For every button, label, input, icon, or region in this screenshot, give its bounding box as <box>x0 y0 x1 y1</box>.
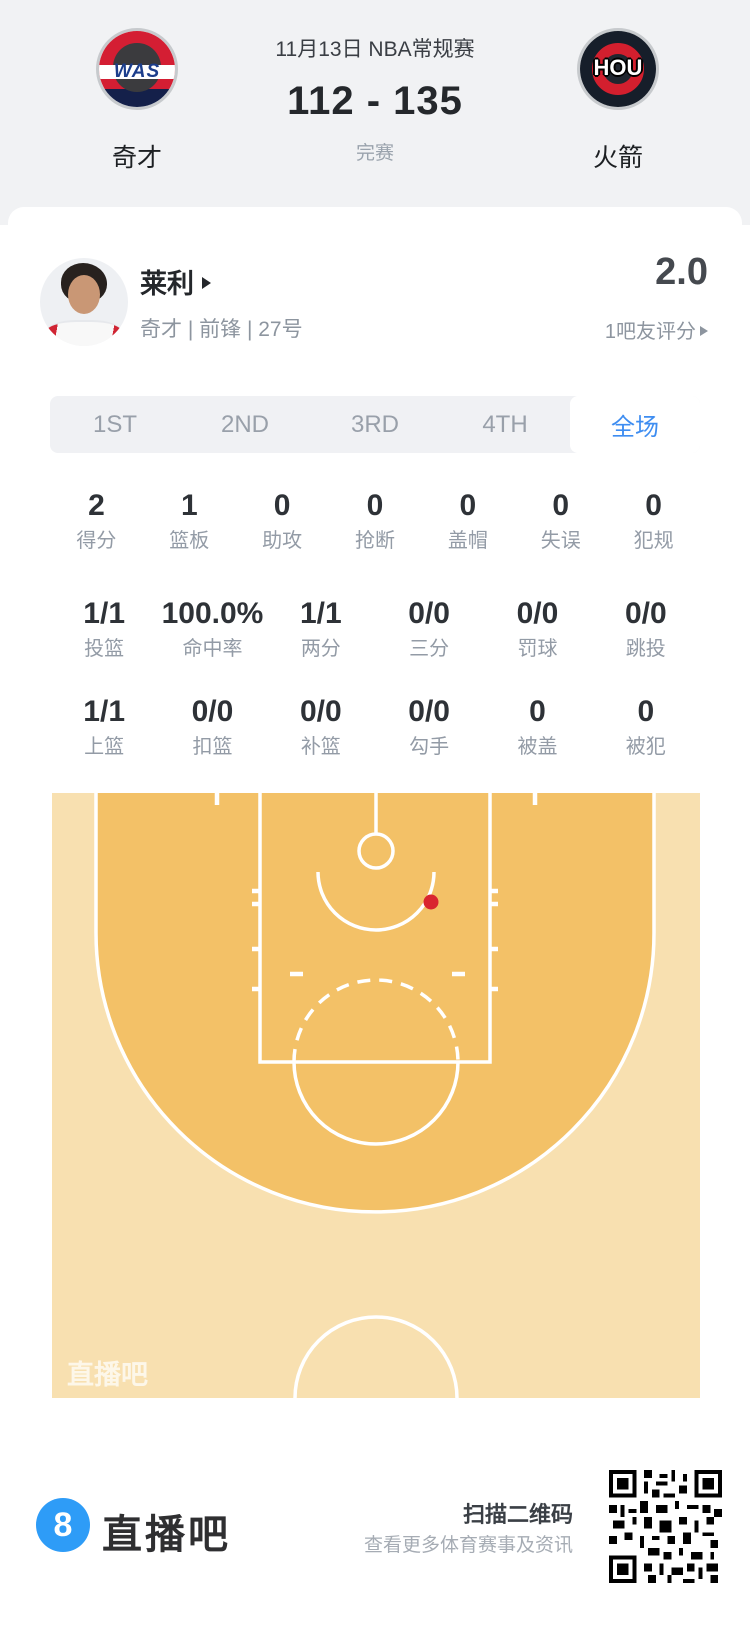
zhibo8-logo-icon: 8 <box>36 1498 90 1552</box>
home-score: 112 <box>287 79 355 123</box>
stat-steals: 0 抢断 <box>355 489 395 552</box>
chevron-right-icon <box>700 325 708 336</box>
shot-chart-court: 直播吧 <box>52 793 700 1398</box>
free-throw-circle-solid <box>292 1061 460 1146</box>
stat-points: 2 得分 <box>76 489 117 552</box>
stat-fg: 1/1 投篮 <box>83 597 126 660</box>
stat-dunk: 0/0 扣篮 <box>191 695 234 758</box>
player-name: 莱利 <box>140 269 194 299</box>
stats-row-basic: 2 得分 1 篮板 0 助攻 0 抢断 0 盖帽 0 失误 0 犯规 <box>50 488 700 553</box>
player-card: 莱利 奇才 | 前锋 | 27号 2.0 1吧友评分 1ST 2ND 3RD 4… <box>8 207 742 1412</box>
avatar-jersey <box>46 320 122 346</box>
away-team-name: 火箭 <box>592 144 643 172</box>
stat-rebounds: 1 篮板 <box>169 489 210 552</box>
court-watermark: 直播吧 <box>67 1360 148 1390</box>
match-header: WAS 奇才 11月13日 NBA常规赛 112 - 135 完赛 HOU 火箭 <box>0 0 750 225</box>
match-center: 11月13日 NBA常规赛 112 - 135 完赛 <box>185 0 565 165</box>
rim <box>357 832 395 870</box>
player-avatar[interactable] <box>40 258 128 346</box>
center-circle-arc <box>293 1315 459 1398</box>
stat-fouled: 0 被犯 <box>625 695 666 758</box>
stat-fg-pct: 100.0% 命中率 <box>161 597 264 660</box>
match-date: 11月13日 NBA常规赛 <box>275 38 475 61</box>
tab-1st[interactable]: 1ST <box>92 410 137 438</box>
baseline-ticks <box>214 793 538 805</box>
stat-3pt: 0/0 三分 <box>408 597 450 660</box>
home-team: WAS 奇才 <box>52 28 222 174</box>
stat-blocked: 0 被盖 <box>517 695 558 758</box>
stat-hook: 0/0 勾手 <box>408 695 450 758</box>
rating-link[interactable]: 1吧友评分 <box>605 315 708 344</box>
stat-layup: 1/1 上篮 <box>83 695 126 758</box>
tab-full-game[interactable]: 全场 <box>570 396 700 453</box>
stat-assists: 0 助攻 <box>262 489 303 552</box>
stat-tipin: 0/0 补篮 <box>299 695 342 758</box>
wizards-logo-icon: WAS <box>96 28 178 110</box>
wizards-abbr: WAS <box>113 61 161 83</box>
qr-title: 扫描二维码 <box>462 1502 573 1527</box>
qr-subtitle: 查看更多体育赛事及资讯 <box>363 1535 573 1556</box>
stat-ft: 0/0 罚球 <box>516 597 559 660</box>
tab-2nd[interactable]: 2ND <box>220 410 269 438</box>
stats-row-shooting: 1/1 投篮 100.0% 命中率 1/1 两分 0/0 三分 0/0 罚球 0/0 跳投 <box>50 596 700 661</box>
away-team: HOU 火箭 <box>533 28 703 174</box>
rating-label: 1吧友评分 <box>604 321 696 343</box>
qr-code <box>609 1470 722 1583</box>
stat-2pt: 1/1 两分 <box>299 597 342 660</box>
brand-name: 直播吧 <box>102 1513 231 1557</box>
tab-3rd[interactable]: 3RD <box>350 410 399 438</box>
player-name-link[interactable]: 莱利 <box>140 262 211 301</box>
three-point-line <box>94 793 656 1214</box>
stat-turnovers: 0 失误 <box>540 489 581 552</box>
tab-4th[interactable]: 4TH <box>482 410 528 438</box>
rockets-logo-icon: HOU <box>577 28 659 110</box>
player-info: 奇才 | 前锋 | 27号 <box>140 318 303 341</box>
stat-fouls: 0 犯规 <box>633 489 674 552</box>
match-status: 完赛 <box>355 143 394 164</box>
player-rating: 2.0 <box>655 251 708 293</box>
score-separator: - <box>366 79 382 123</box>
home-team-name: 奇才 <box>111 144 162 172</box>
quarter-tabbar: 1ST 2ND 3RD 4TH 全场 <box>50 396 700 453</box>
match-score: 112 - 135 <box>185 79 565 124</box>
stat-jumpshot: 0/0 跳投 <box>624 597 667 660</box>
stat-blocks: 0 盖帽 <box>447 489 488 552</box>
lane-hash-right <box>490 888 498 992</box>
rockets-abbr: HOU <box>593 54 643 80</box>
avatar-face <box>68 275 100 314</box>
paint-key <box>258 793 492 1064</box>
stats-row-shot-types: 1/1 上篮 0/0 扣篮 0/0 补篮 0/0 勾手 0 被盖 0 被犯 <box>50 694 700 759</box>
lane-hash-left <box>252 888 260 992</box>
away-score: 135 <box>393 79 463 123</box>
chevron-right-icon <box>202 277 211 289</box>
shot-dot-made <box>423 894 439 910</box>
